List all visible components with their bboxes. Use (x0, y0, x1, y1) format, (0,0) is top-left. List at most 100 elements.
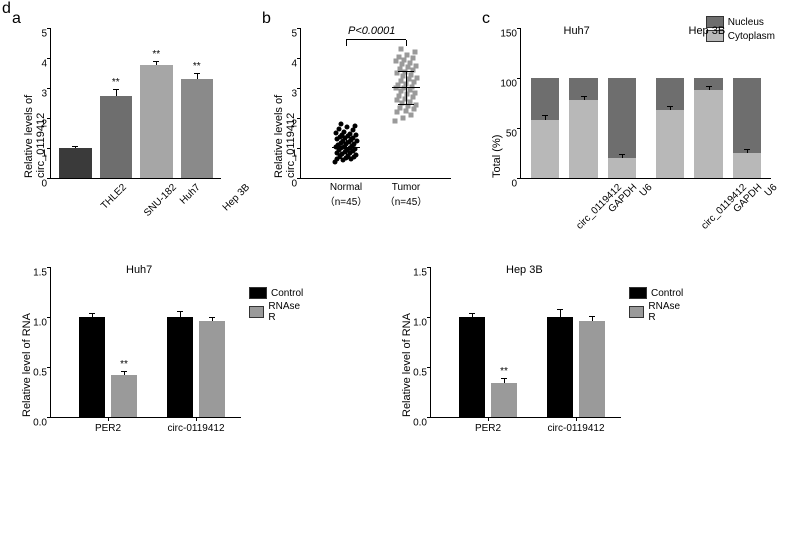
subpanel-title: Huh7 (126, 264, 152, 276)
scatter-point (408, 60, 413, 65)
scatter-point (411, 107, 416, 112)
chart-d1: 0.00.51.01.5Relative level of RNAHuh7Con… (50, 267, 241, 418)
significance-marker: ** (500, 366, 508, 377)
scatter-point (412, 80, 417, 85)
panel-d-sub-hep3b: 0.00.51.01.5Relative level of RNAHep 3BC… (390, 249, 710, 448)
scatter-point (334, 131, 339, 136)
scatter-point (401, 116, 406, 121)
scatter-point (404, 53, 409, 58)
bar-cytoplasm (531, 120, 559, 178)
panel-d-sub-huh7: 0.00.51.01.5Relative level of RNAHuh7Con… (10, 249, 330, 448)
scatter-point (394, 98, 399, 103)
scatter-point (413, 63, 418, 68)
legend-label: Cytoplasm (728, 31, 775, 42)
scatter-point (403, 108, 408, 113)
bar (579, 321, 605, 417)
ylabel: Relative level of RNA (21, 313, 33, 417)
scatter-point (413, 90, 418, 95)
scatter-point (336, 126, 341, 131)
scatter-point (398, 78, 403, 83)
ylabel: Relative level of RNA (401, 313, 413, 417)
scatter-point (344, 125, 349, 130)
bar (59, 148, 92, 178)
ytick-label: 1.5 (401, 268, 427, 279)
significance-marker: ** (193, 61, 201, 72)
ytick-label: 5 (271, 29, 297, 40)
bar-cytoplasm (608, 158, 636, 178)
bar (199, 321, 225, 417)
subpanel-title: Hep 3B (506, 264, 543, 276)
scatter-point (354, 139, 359, 144)
scatter-point (414, 102, 419, 107)
scatter-point (394, 59, 399, 64)
scatter-point (399, 47, 404, 52)
group-label: circ-0119412 (167, 423, 225, 434)
scatter-point (396, 54, 401, 59)
pvalue-label: P<0.0001 (348, 25, 395, 37)
xtick-label: U6 (763, 182, 780, 199)
bar (79, 317, 105, 417)
panel-d-label: d (2, 0, 11, 18)
bar (459, 317, 485, 417)
ylabel: Total (%) (491, 135, 503, 178)
bar-cytoplasm (694, 90, 722, 178)
bar-cytoplasm (569, 100, 597, 178)
scatter-point (342, 129, 347, 134)
legend-label: Nucleus (728, 17, 764, 28)
scatter-point (350, 128, 355, 133)
cellline-title: Hep 3B (689, 25, 726, 37)
chart-b: 012345Relative levels ofcirc_0119412Norm… (300, 28, 451, 179)
scatter-point (409, 72, 414, 77)
scatter-point (353, 133, 358, 138)
scatter-point (400, 62, 405, 67)
bar (491, 383, 517, 417)
scatter-point (402, 57, 407, 62)
ytick-label: 0 (271, 179, 297, 190)
bar-cytoplasm (656, 110, 684, 178)
xtick-label: Hep 3B (221, 182, 252, 213)
bar (167, 317, 193, 417)
legend-label: RNAse R (648, 301, 683, 323)
legend-label: Control (271, 288, 303, 299)
scatter-point (410, 56, 415, 61)
panel-c-label: c (482, 10, 490, 28)
scatter-point (395, 110, 400, 115)
chart-a: 012345Relative levels ofcirc_0119412THLE… (50, 28, 221, 179)
scatter-point (414, 75, 419, 80)
scatter-point (339, 122, 344, 127)
xtick-label: THLE2 (99, 182, 129, 212)
ytick-label: 100 (491, 79, 517, 90)
panel-d: d 0.00.51.01.5Relative level of RNAHuh7C… (10, 249, 790, 448)
scatter-point (393, 119, 398, 124)
ytick-label: 4 (21, 59, 47, 70)
bar (181, 79, 214, 178)
bar (111, 375, 137, 417)
panel-b-label: b (262, 10, 271, 28)
group-label: Tumor（n=45） (378, 182, 434, 208)
scatter-point (410, 95, 415, 100)
cellline-title: Huh7 (564, 25, 590, 37)
legend: Control RNAse R (249, 287, 303, 325)
scatter-point (405, 65, 410, 70)
scatter-point (400, 74, 405, 79)
bar (140, 65, 173, 178)
bar (100, 96, 133, 179)
bar-cytoplasm (733, 153, 761, 178)
xtick-label: Huh7 (178, 182, 203, 207)
bar-nucleus (531, 78, 559, 120)
scatter-point (413, 50, 418, 55)
bar-nucleus (733, 78, 761, 153)
panel-a-label: a (12, 10, 21, 28)
panel-b: b 012345Relative levels ofcirc_0119412No… (260, 10, 470, 239)
panel-a: a 012345Relative levels ofcirc_0119412TH… (10, 10, 250, 239)
ylabel: Relative levels ofcirc_0119412 (273, 95, 297, 178)
legend-label: RNAse R (268, 301, 303, 323)
panel-c: c 050100150Total (%)NucleusCytoplasmHuh7… (480, 10, 790, 239)
chart-d2: 0.00.51.01.5Relative level of RNAHep 3BC… (430, 267, 621, 418)
ytick-label: 0 (491, 179, 517, 190)
significance-marker: ** (112, 77, 120, 88)
scatter-point (409, 113, 414, 118)
legend: ControlRNAse R (629, 287, 683, 325)
xtick-label: SNU-182 (142, 182, 179, 219)
significance-marker: ** (120, 359, 128, 370)
